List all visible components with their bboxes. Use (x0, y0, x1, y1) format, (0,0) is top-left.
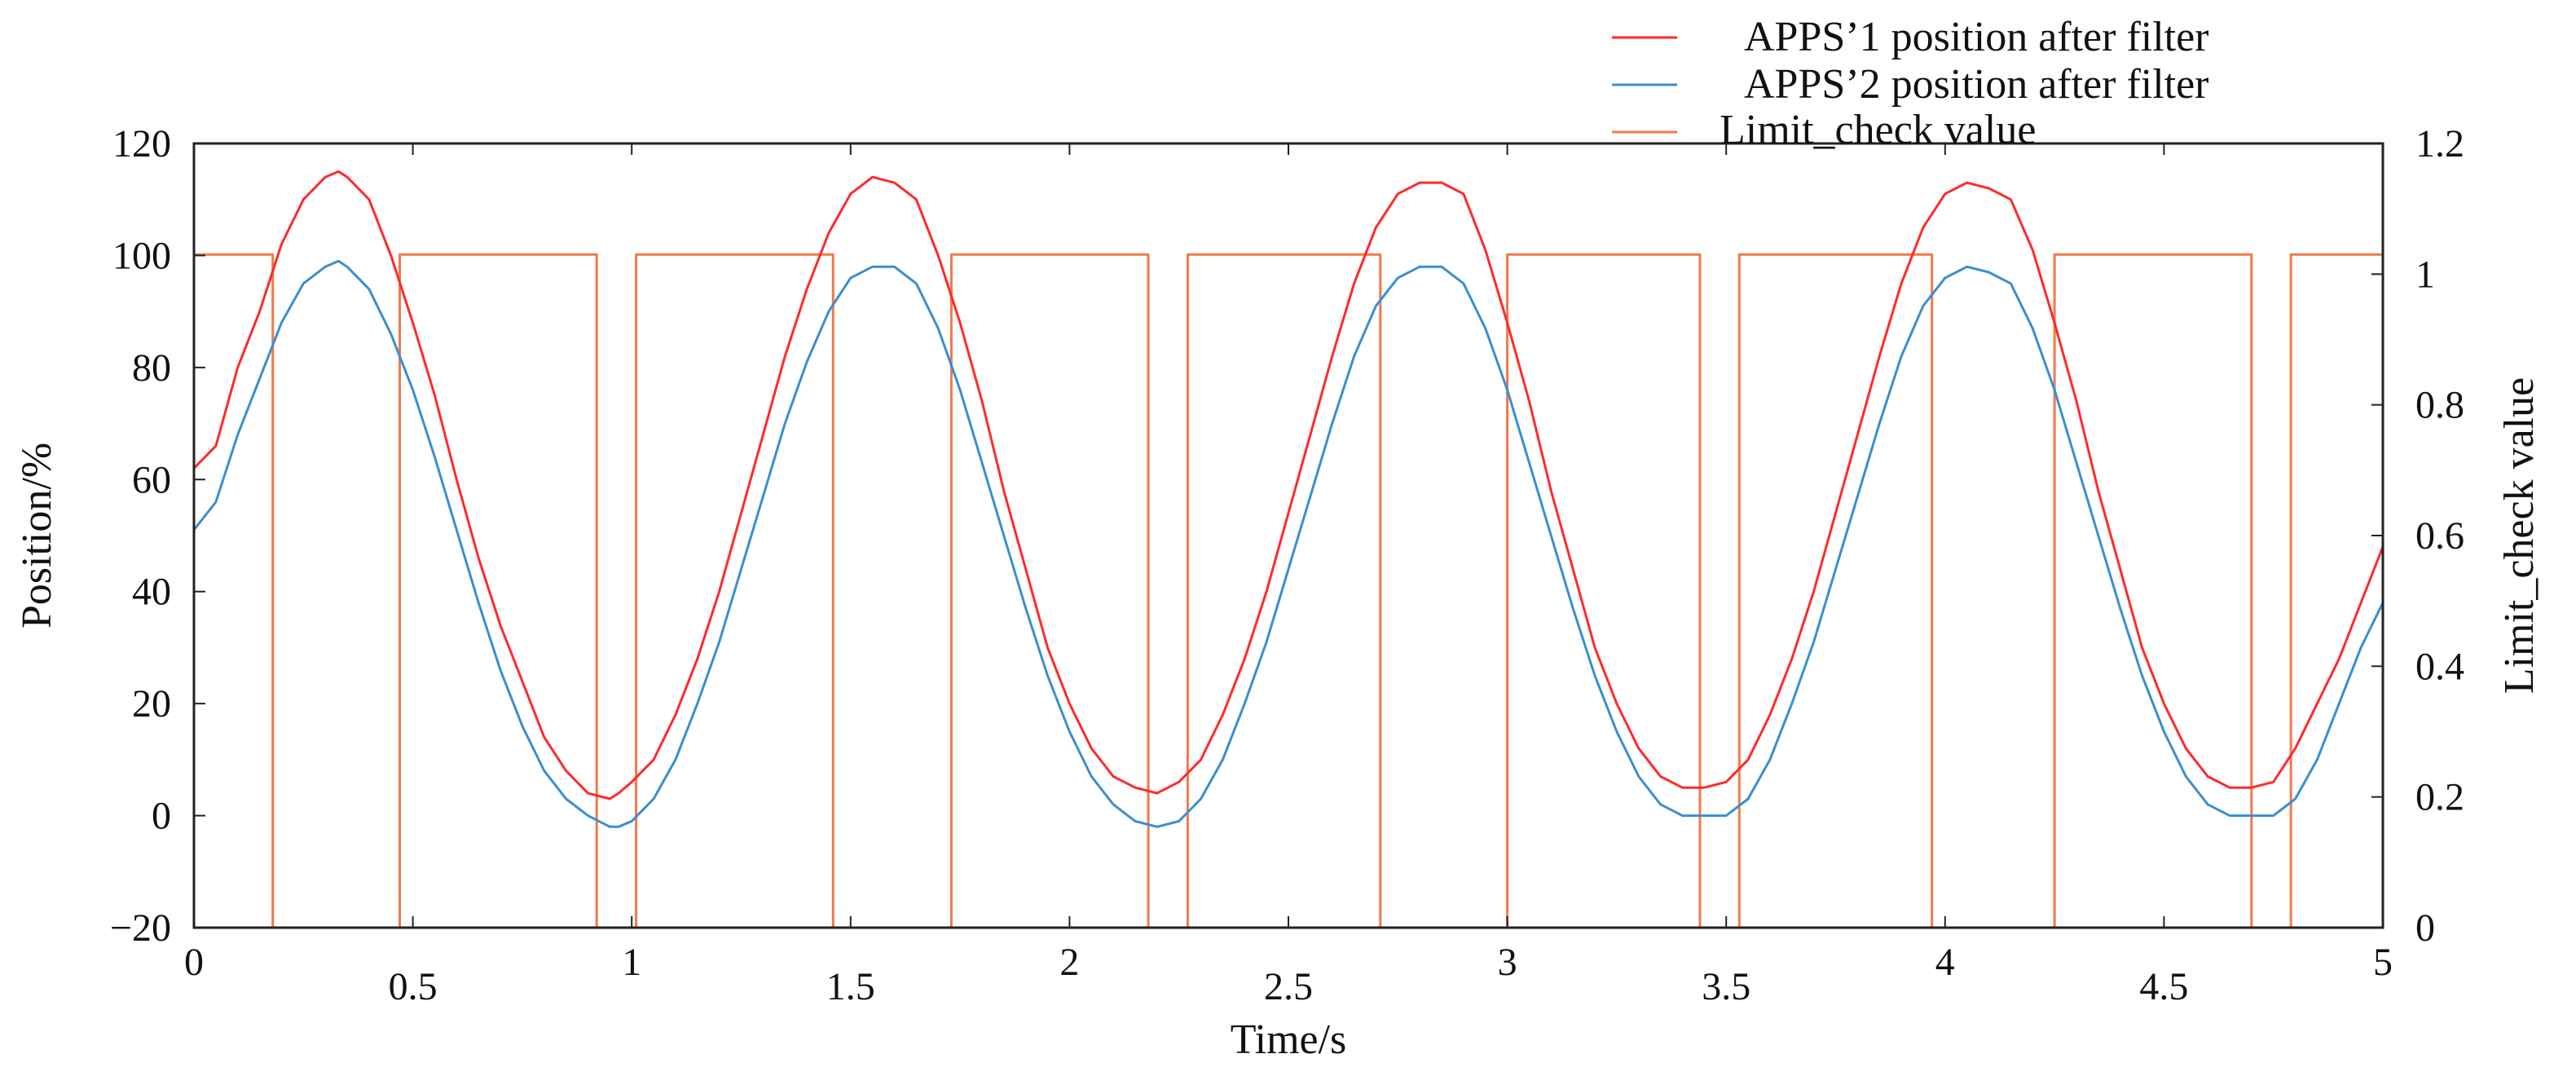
y-left-tick-label: 80 (132, 346, 171, 390)
y-right-tick-label: 0.6 (2415, 514, 2464, 558)
x-tick-label: 4 (1935, 941, 1955, 984)
y-left-tick-label: 20 (132, 682, 171, 725)
legend-label-apps1: APPS’1 position after filter (1744, 14, 2209, 60)
x-tick-label: 1.5 (826, 965, 875, 1008)
x-tick-label: 3.5 (1702, 965, 1750, 1008)
y-axis-right-title: Limit_check value (2496, 377, 2543, 694)
y-right-tick-label: 0 (2415, 906, 2435, 950)
y-right-tick-label: 0.2 (2415, 776, 2464, 819)
y-right-tick-label: 0.8 (2415, 384, 2464, 427)
x-tick-label: 0.5 (389, 965, 438, 1008)
series-layer (192, 170, 2384, 929)
legend: APPS’1 position after filter APPS’2 posi… (1612, 14, 2209, 153)
ticks-layer: 0 0.5 1 1.5 2 2.5 3 3.5 4 4.5 5 120 100 80 60 40 20 0 −20 1… (110, 122, 2464, 1008)
y-left-tick-label: 0 (152, 795, 171, 838)
limit-check-line (194, 253, 2383, 929)
y-left-tick-label: 120 (112, 122, 171, 165)
y-right-tick-label: 0.4 (2415, 645, 2464, 688)
y-right-tick-label: 1 (2415, 253, 2435, 296)
legend-label-limit-check: Limit_check value (1720, 107, 2036, 153)
x-tick-label: 2 (1059, 941, 1079, 984)
y-left-tick-label: −20 (110, 906, 171, 950)
y-left-tick-label: 60 (132, 458, 171, 501)
x-tick-label: 3 (1498, 941, 1517, 984)
x-tick-label: 4.5 (2139, 965, 2188, 1008)
x-tick-label: 5 (2373, 941, 2393, 984)
apps1-line (192, 170, 2384, 800)
x-tick-label: 2.5 (1264, 965, 1313, 1008)
legend-label-apps2: APPS’2 position after filter (1744, 61, 2209, 108)
y-left-tick-label: 40 (132, 571, 171, 614)
x-tick-label: 0 (184, 941, 204, 984)
apps2-line (192, 259, 2384, 828)
x-tick-label: 1 (622, 941, 641, 984)
y-right-tick-label: 1.2 (2415, 122, 2464, 165)
y-left-tick-label: 100 (112, 234, 171, 277)
x-axis-title: Time/s (1231, 1016, 1347, 1063)
y-axis-left-title: Position/% (14, 443, 60, 628)
